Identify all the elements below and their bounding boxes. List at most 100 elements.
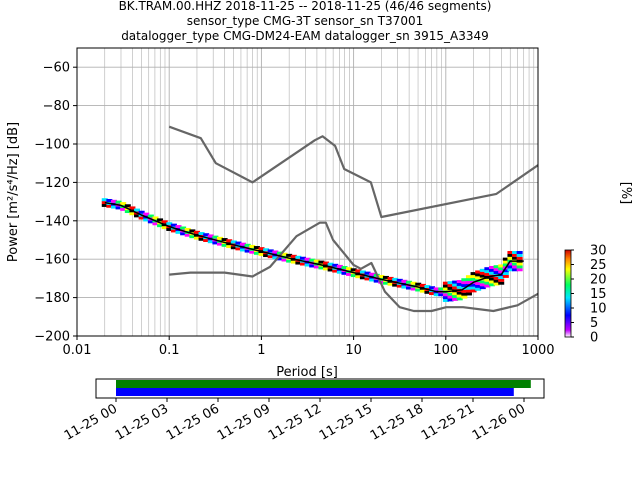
psd-density-cell [470, 274, 477, 278]
psd-density-cell [166, 222, 173, 226]
psd-density-cell [332, 269, 339, 273]
psd-density-cell [299, 262, 306, 266]
psd-density-cell [507, 262, 514, 266]
psd-density-cell [456, 280, 463, 284]
psd-density-cell [276, 251, 283, 255]
psd-density-cell [429, 291, 436, 295]
series-line-noise-model-low [169, 221, 538, 313]
psd-density-cell [516, 268, 523, 272]
psd-density-cell [488, 268, 495, 272]
psd-density-cell [323, 267, 330, 271]
psd-density-cell [138, 216, 145, 220]
psd-density-cell [470, 286, 477, 290]
psd-density-cell [240, 248, 247, 252]
psd-density-cell [258, 252, 265, 256]
timeline-tick-label: 11-25 06 [164, 401, 222, 443]
psd-density-cell [461, 284, 468, 288]
colorbar [564, 249, 572, 338]
psd-density-cell [230, 240, 237, 244]
psd-density-cell [396, 284, 403, 288]
psd-density-cell [295, 255, 302, 259]
psd-density-cell [447, 292, 454, 296]
psd-density-cell [507, 265, 514, 269]
psd-density-cell [433, 287, 440, 291]
psd-density-cell [447, 295, 454, 299]
timeline-tick-label: 11-25 12 [266, 401, 324, 443]
psd-density-cell [244, 249, 251, 253]
psd-density-cell [226, 239, 233, 243]
psd-density-cell [516, 250, 523, 254]
psd-density-cell [502, 274, 509, 278]
timeline-tick-label: 11-25 15 [317, 401, 375, 443]
psd-density-cell [382, 281, 389, 285]
psd-density-cell [465, 286, 472, 290]
psd-density-cell [350, 268, 357, 272]
psd-density-cell [516, 265, 523, 269]
psd-density-cell [364, 271, 371, 275]
psd-density-cell [309, 264, 316, 268]
psd-density-cell [498, 267, 505, 271]
psd-density-cell [143, 212, 150, 216]
psd-density-cell [341, 266, 348, 270]
psd-density-cell [180, 226, 187, 230]
colorbar-tick-label: 15 [590, 287, 607, 302]
psd-density-cell [493, 270, 500, 274]
psd-density-cell [253, 251, 260, 255]
colorbar-tick-label: 20 [590, 273, 607, 288]
chart-title-line-3: datalogger_type CMG-DM24-EAM datalogger_… [121, 29, 489, 43]
x-tick-label: 1 [257, 343, 265, 358]
psd-density-cell [465, 289, 472, 293]
colorbar-tick-label: 0 [590, 331, 598, 346]
psd-density-cell [166, 227, 173, 231]
y-tick-label: −80 [43, 99, 70, 114]
psd-density-cell [189, 235, 196, 239]
psd-density-cell [465, 278, 472, 282]
psd-density-cell [488, 265, 495, 269]
psd-density-cell [124, 204, 131, 208]
psd-density-cell [452, 280, 459, 284]
psd-density-cell [170, 223, 177, 227]
psd-density-cell [212, 241, 219, 245]
psd-density-cell [456, 294, 463, 298]
psd-density-cell [488, 277, 495, 281]
psd-density-cell [286, 253, 293, 257]
psd-density-cell [470, 289, 477, 293]
psd-density-cell [507, 253, 514, 257]
psd-density-cell [470, 283, 477, 287]
psd-density-cell [143, 218, 150, 222]
psd-density-cell [240, 242, 247, 246]
psd-density-cell [323, 261, 330, 265]
chart-title-line-2: sensor_type CMG-3T sensor_sn T37001 [187, 14, 423, 28]
psd-density-cell [346, 267, 353, 271]
psd-density-cell [120, 202, 127, 206]
psd-density-cell [465, 292, 472, 296]
psd-density-cell [157, 218, 164, 222]
psd-density-cell [507, 268, 514, 272]
chart-title-line-1: BK.TRAM.00.HHZ 2018-11-25 -- 2018-11-25 … [119, 0, 492, 13]
psd-density-cell [313, 265, 320, 269]
timeline-tick-label: 11-25 18 [368, 401, 426, 443]
psd-density-cell [276, 257, 283, 261]
psd-density-cell [170, 229, 177, 233]
psd-density-cell [507, 256, 514, 260]
y-tick-label: −100 [34, 138, 70, 153]
psd-density-cell [327, 268, 334, 272]
psd-density-cell [493, 268, 500, 272]
series-line-noise-model-high [168, 125, 538, 219]
psd-density-cell [364, 277, 371, 281]
y-tick-label: −200 [34, 330, 70, 345]
psd-density-cell [488, 271, 495, 275]
psd-density-cell [498, 281, 505, 285]
psd-density-cell [442, 293, 449, 297]
psd-density-cell [332, 263, 339, 267]
colorbar-tick-label: 10 [590, 302, 607, 317]
psd-density-cell [502, 269, 509, 273]
psd-density-cell [410, 287, 417, 291]
psd-density-cell [406, 280, 413, 284]
psd-density-cell [221, 238, 228, 242]
psd-density-cell [502, 260, 509, 264]
psd-density-cell [456, 285, 463, 289]
psd-density-cell [442, 284, 449, 288]
